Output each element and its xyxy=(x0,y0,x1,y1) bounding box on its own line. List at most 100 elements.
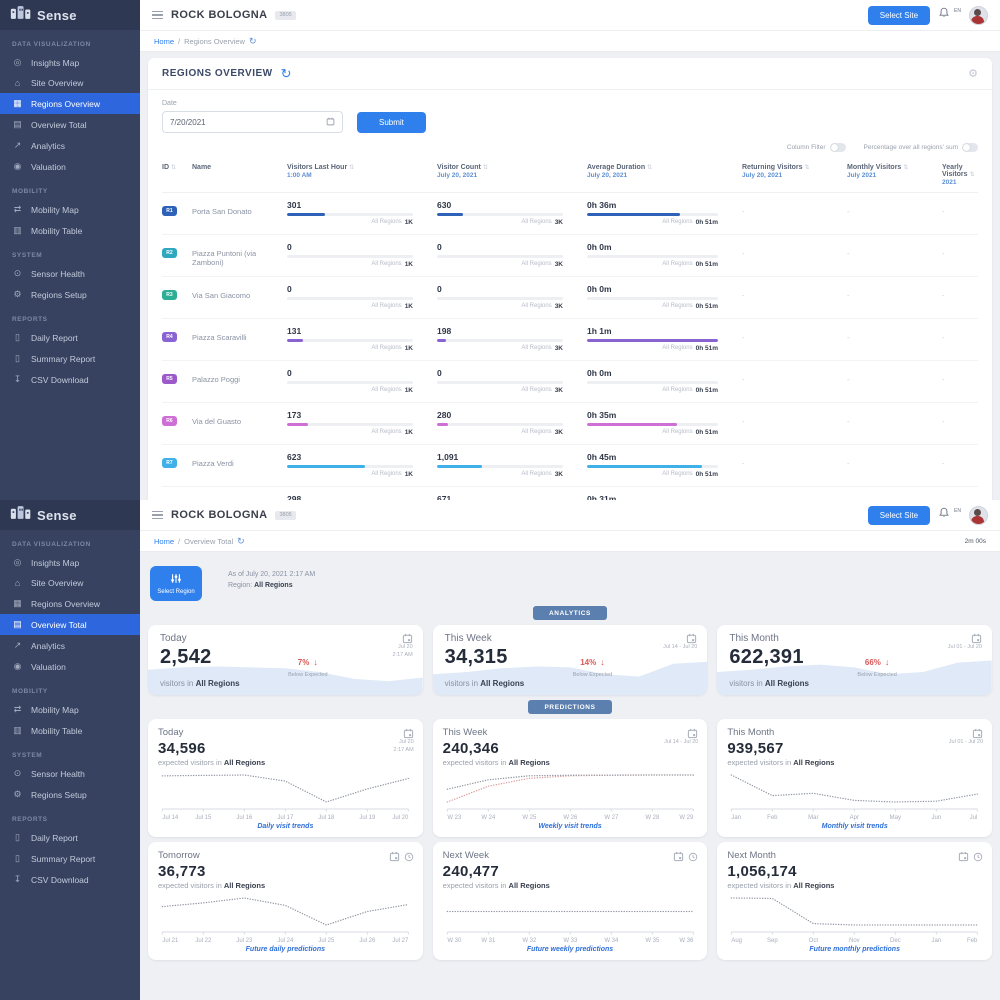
sidebar-item-overview-total[interactable]: ▤ Overview Total xyxy=(0,114,140,135)
sidebar-item-csv-download[interactable]: ↧ CSV Download xyxy=(0,369,140,390)
prediction-chart-caption[interactable]: Monthly visit trends xyxy=(821,823,888,830)
column-header-yearly-visitors[interactable]: Yearly Visitors ⇅ 2021 xyxy=(942,164,978,186)
sort-icon[interactable]: ⇅ xyxy=(349,165,355,171)
region-value: All Regions xyxy=(254,582,293,590)
sidebar-item-valuation[interactable]: ◉ Valuation xyxy=(0,156,140,177)
metric-progress-bar xyxy=(587,339,718,342)
table-row[interactable]: R1 Porta San Donato 301 All Regions 1K 630 All… xyxy=(162,193,978,235)
select-site-button[interactable]: Select Site xyxy=(867,5,931,25)
column-header-visitors-last-hour[interactable]: Visitors Last Hour ⇅ 1:00 AM xyxy=(287,164,437,186)
sidebar-item-mobility-table[interactable]: ▥ Mobility Table xyxy=(0,220,140,241)
sidebar-item-mobility-table[interactable]: ▥ Mobility Table xyxy=(0,720,140,741)
calendar-icon xyxy=(958,849,969,867)
prediction-chart-caption[interactable]: Future daily predictions xyxy=(245,946,326,953)
table-row[interactable]: R5 Palazzo Poggi 0 All Regions 1K 0 All Region… xyxy=(162,361,978,403)
select-region-button[interactable]: Select Region xyxy=(150,566,202,601)
notifications-bell-icon[interactable] xyxy=(938,6,950,24)
user-avatar[interactable] xyxy=(969,5,988,25)
below-expected-label: Below Expected xyxy=(288,672,328,678)
column-header-returning-visitors[interactable]: Returning Visitors ⇅ July 20, 2021 xyxy=(742,164,847,186)
stat-card-region: All Regions xyxy=(480,679,525,688)
sidebar-item-daily-report[interactable]: ▯ Daily Report xyxy=(0,827,140,848)
sidebar-item-valuation[interactable]: ◉ Valuation xyxy=(0,656,140,677)
sidebar-item-daily-report[interactable]: ▯ Daily Report xyxy=(0,327,140,348)
average-duration-cell: 0h 0m All Regions 0h 51m xyxy=(587,284,742,310)
toggle-switch-icon[interactable] xyxy=(962,143,978,152)
breadcrumb-home-link[interactable]: Home xyxy=(154,36,175,46)
prediction-chart: Jul 21 Jul 22 Jul 23 Jul 24 Jul 25 Jul 26 Jul … xyxy=(158,893,413,945)
sort-icon[interactable]: ⇅ xyxy=(171,165,177,171)
select-site-button[interactable]: Select Site xyxy=(867,505,931,525)
sidebar-item-summary-report[interactable]: ▯ Summary Report xyxy=(0,348,140,369)
toggle-switch-icon[interactable] xyxy=(829,143,846,152)
all-regions-total: 1K xyxy=(404,471,413,478)
table-row[interactable]: R2 Piazza Puntoni (via Zamboni) 0 All Regio… xyxy=(162,235,978,277)
sidebar-item-regions-setup[interactable]: ⚙ Regions Setup xyxy=(0,784,140,805)
settings-gear-icon[interactable]: ⚙ xyxy=(968,68,978,80)
sidebar-item-sensor-health[interactable]: ⊙ Sensor Health xyxy=(0,763,140,784)
column-header-average-duration[interactable]: Average Duration ⇅ July 20, 2021 xyxy=(587,164,742,186)
visitor-count-cell: 630 All Regions 3K xyxy=(437,200,587,226)
date-input[interactable]: 7/20/2021 xyxy=(162,111,343,133)
sidebar-item-sensor-health[interactable]: ⊙ Sensor Health xyxy=(0,263,140,284)
metric-value: 0 xyxy=(287,284,292,294)
column-filter-toggle[interactable]: Column Filter xyxy=(787,143,846,152)
sidebar-item-site-overview[interactable]: ⌂ Site Overview xyxy=(0,573,140,593)
breadcrumb-current: Overview Total xyxy=(184,536,234,546)
sidebar-item-overview-total[interactable]: ▤ Overview Total xyxy=(0,614,140,635)
sidebar-item-regions-overview[interactable]: ▦ Regions Overview xyxy=(0,593,140,614)
prediction-chart-caption[interactable]: Weekly visit trends xyxy=(538,823,602,830)
sidebar-item-regions-overview[interactable]: ▦ Regions Overview xyxy=(0,93,140,114)
column-header-id[interactable]: ID ⇅ xyxy=(162,164,192,186)
breadcrumb-home-link[interactable]: Home xyxy=(154,536,175,546)
metric-total: All Regions 3K xyxy=(437,345,563,352)
prediction-chart-caption[interactable]: Daily visit trends xyxy=(257,823,314,830)
notifications-bell-icon[interactable] xyxy=(938,506,950,524)
table-row[interactable]: R4 Piazza Scaravilli 131 All Regions 1K 198 Al… xyxy=(162,319,978,361)
prediction-card-region: All Regions xyxy=(508,881,550,890)
table-row[interactable]: R6 Via del Guasto 173 All Regions 1K 280 All R… xyxy=(162,403,978,445)
sidebar-item-summary-report[interactable]: ▯ Summary Report xyxy=(0,848,140,869)
sort-icon[interactable]: ⇅ xyxy=(647,165,653,171)
sidebar-item-insights-map[interactable]: ◎ Insights Map xyxy=(0,552,140,573)
refresh-icon[interactable]: ↻ xyxy=(237,535,245,546)
refresh-icon[interactable]: ↻ xyxy=(248,35,257,46)
sidebar-item-csv-download[interactable]: ↧ CSV Download xyxy=(0,869,140,890)
calendar-icon[interactable] xyxy=(326,117,335,128)
metric-value: 0h 0m xyxy=(587,284,612,294)
sidebar-item-analytics[interactable]: ↗ Analytics xyxy=(0,635,140,656)
sidebar-item-site-overview[interactable]: ⌂ Site Overview xyxy=(0,73,140,93)
submit-button[interactable]: Submit xyxy=(357,111,426,133)
table-row[interactable]: R7 Piazza Verdi 623 All Regions 1K 1,091 All R… xyxy=(162,445,978,487)
yearly-visitors-cell: - xyxy=(942,333,945,342)
sidebar-item-regions-setup[interactable]: ⚙ Regions Setup xyxy=(0,284,140,305)
sort-icon[interactable]: ⇅ xyxy=(482,165,488,171)
metric-total: All Regions 0h 51m xyxy=(587,219,718,226)
sort-icon[interactable]: ⇅ xyxy=(804,165,810,171)
yearly-visitors-cell: - xyxy=(942,249,945,258)
sort-icon[interactable]: ⇅ xyxy=(903,165,909,171)
calendar-icon xyxy=(389,849,400,867)
user-avatar[interactable] xyxy=(969,505,988,525)
svg-text:Jul 27: Jul 27 xyxy=(392,938,409,944)
sidebar-item-mobility-map[interactable]: ⇄ Mobility Map xyxy=(0,699,140,720)
prediction-card-region: All Regions xyxy=(793,758,835,767)
prediction-chart-caption[interactable]: Future weekly predictions xyxy=(526,946,614,953)
table-row[interactable]: R3 Via San Giacomo 0 All Regions 1K 0 All Regi… xyxy=(162,277,978,319)
column-header-label: ID ⇅ xyxy=(162,164,192,171)
column-header-visitor-count[interactable]: Visitor Count ⇅ July 20, 2021 xyxy=(437,164,587,186)
column-header-monthly-visitors[interactable]: Monthly Visitors ⇅ July 2021 xyxy=(847,164,942,186)
all-regions-total: 0h 51m xyxy=(695,345,718,352)
table-row[interactable]: R8Facoltà di Giurisprudenza298All Region… xyxy=(162,487,978,500)
hamburger-menu-icon[interactable] xyxy=(152,10,163,20)
sidebar-item-mobility-map[interactable]: ⇄ Mobility Map xyxy=(0,199,140,220)
prediction-card-number: 939,567 xyxy=(727,740,784,757)
visitors-last-hour-cell: 131 All Regions 1K xyxy=(287,326,437,352)
sort-icon[interactable]: ⇅ xyxy=(969,172,975,178)
prediction-chart-caption[interactable]: Future monthly predictions xyxy=(809,946,900,953)
svg-text:W 36: W 36 xyxy=(679,938,694,944)
sidebar-item-insights-map[interactable]: ◎ Insights Map xyxy=(0,52,140,73)
sidebar-item-analytics[interactable]: ↗ Analytics xyxy=(0,135,140,156)
hamburger-menu-icon[interactable] xyxy=(152,510,163,520)
percentage-toggle[interactable]: Percentage over all regions' sum xyxy=(864,143,978,152)
